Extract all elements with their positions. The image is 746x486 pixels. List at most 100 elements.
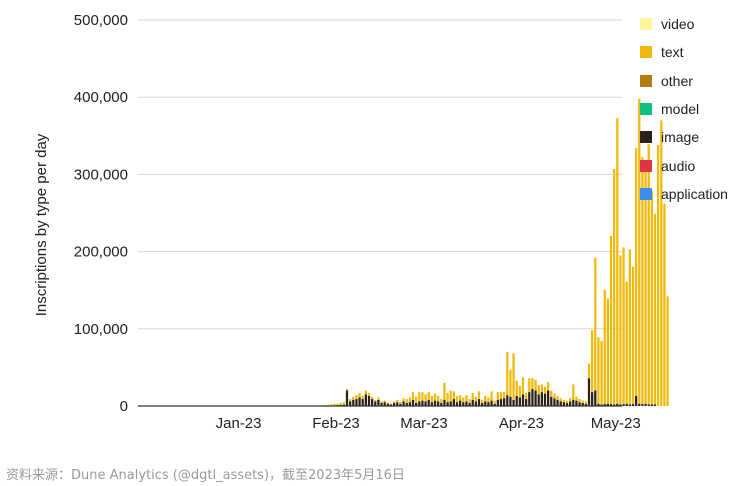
bar-image	[606, 403, 609, 406]
bar-image	[653, 404, 657, 406]
legend-label: other	[661, 72, 693, 89]
bar-text	[603, 289, 606, 405]
bar-image	[550, 396, 553, 406]
bar-text	[352, 396, 355, 400]
bar-text	[408, 397, 411, 403]
bar-text	[367, 392, 371, 396]
bar-image	[465, 401, 468, 406]
bar-text	[515, 380, 518, 396]
bar-text	[631, 266, 635, 405]
legend-item-image: image	[640, 123, 728, 151]
bar-image	[371, 399, 374, 406]
bars	[314, 98, 669, 407]
bar-text	[559, 398, 562, 402]
y-tick-label: 300,000	[74, 166, 128, 183]
legend-swatch	[640, 103, 652, 116]
bar-image	[402, 401, 405, 406]
bar-image	[625, 403, 628, 406]
bar-image	[644, 403, 647, 406]
x-tick-label: Feb-23	[312, 415, 360, 432]
bar-text	[506, 351, 509, 396]
bar-text	[518, 385, 521, 398]
bar-text	[663, 203, 666, 406]
bar-text	[402, 398, 405, 402]
bar-text	[487, 397, 490, 403]
bar-text	[657, 145, 660, 406]
legend-label: application	[661, 185, 728, 202]
bar-text	[587, 363, 591, 379]
bar-text	[666, 296, 669, 406]
bar-image	[569, 401, 572, 406]
bar-image	[481, 402, 484, 406]
gridlines	[138, 19, 622, 330]
bar-text	[540, 384, 543, 393]
bar-image	[616, 403, 619, 406]
bar-text	[584, 401, 587, 404]
bar-image	[572, 399, 575, 406]
bar-text	[380, 401, 383, 403]
legend-item-other: other	[640, 67, 728, 95]
bar-image	[641, 404, 644, 406]
bar-text	[660, 120, 663, 407]
bar-image	[509, 396, 512, 406]
bar-text	[389, 403, 393, 405]
bar-text	[349, 399, 352, 402]
bar-image	[499, 399, 503, 406]
bar-image	[455, 402, 459, 406]
bar-image	[635, 395, 638, 406]
legend-item-model: model	[640, 95, 728, 123]
bar-image	[471, 399, 474, 406]
bar-text	[653, 213, 657, 405]
bar-image	[650, 404, 653, 406]
legend-item-text: text	[640, 38, 728, 66]
bar-text	[430, 395, 433, 403]
bar-text	[330, 404, 333, 406]
bar-text	[635, 148, 638, 396]
bar-text	[565, 400, 569, 403]
bar-text	[449, 390, 452, 402]
bar-text	[496, 392, 499, 400]
bar-text	[405, 399, 408, 403]
bar-text	[446, 392, 449, 403]
bar-text	[393, 401, 396, 403]
bar-text	[609, 235, 613, 405]
bar-text	[433, 393, 437, 401]
bar-text	[493, 400, 496, 404]
bar-text	[509, 369, 512, 397]
bar-image	[433, 400, 437, 406]
bar-image	[553, 398, 556, 406]
x-tick-label: Mar-23	[400, 415, 448, 432]
legend-label: audio	[661, 157, 696, 174]
bar-text	[591, 330, 594, 393]
bar-image	[358, 397, 361, 406]
bar-image	[484, 401, 487, 406]
bar-text	[575, 396, 578, 401]
bar-image	[537, 394, 540, 406]
bar-text	[411, 392, 415, 400]
bar-text	[562, 399, 565, 403]
bar-text	[628, 249, 631, 405]
bar-image	[591, 392, 594, 406]
legend-item-application: application	[640, 180, 728, 208]
legend-swatch	[640, 46, 652, 59]
bar-image	[459, 400, 462, 406]
bar-image	[525, 399, 528, 406]
bar-text	[471, 392, 474, 400]
bar-text	[355, 395, 358, 400]
bar-text	[569, 398, 572, 402]
bar-image	[408, 402, 411, 406]
bar-image	[355, 399, 358, 406]
bar-text	[377, 397, 380, 400]
bar-text	[543, 386, 547, 394]
bar-text	[386, 402, 389, 404]
bar-text	[647, 144, 650, 405]
legend-label: model	[661, 101, 700, 118]
bar-image	[393, 402, 396, 406]
legend-swatch	[640, 187, 652, 200]
bar-image	[597, 403, 600, 406]
source-note: 资料来源：Dune Analytics (@dgtl_assets)，截至202…	[6, 468, 405, 483]
bar-image	[581, 402, 584, 406]
bar-image	[427, 399, 430, 406]
bar-text	[418, 392, 421, 402]
bar-image	[638, 403, 641, 406]
